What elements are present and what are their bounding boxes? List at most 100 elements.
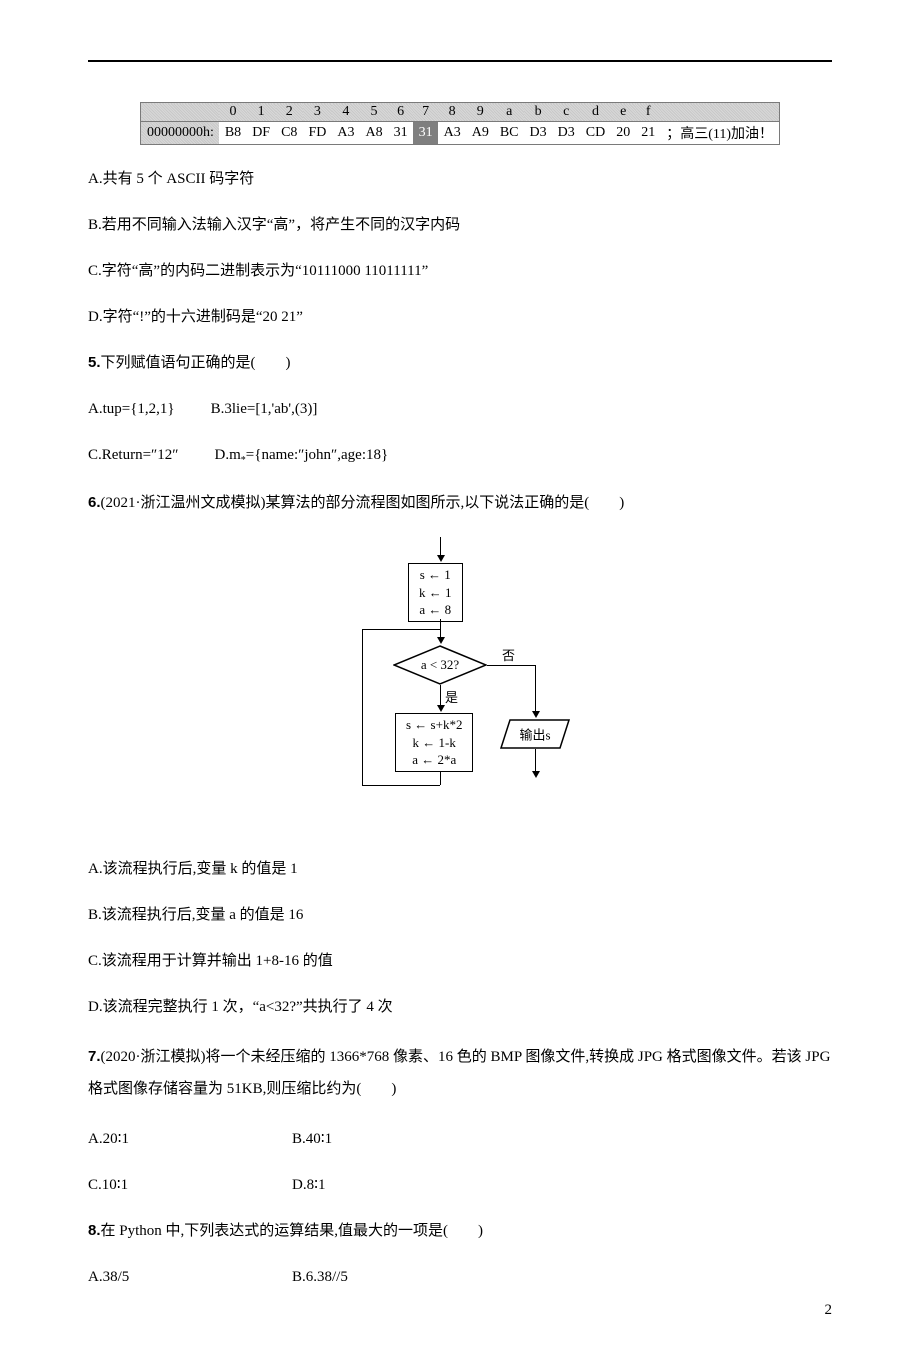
hex-header-cell: d — [580, 103, 610, 122]
q6-option-d: D.该流程完整执行 1 次，“a<32?”共执行了 4 次 — [88, 995, 832, 1019]
hex-byte: B8 — [219, 122, 246, 145]
hex-header-cell: 5 — [360, 103, 388, 122]
hex-header-cell: 6 — [388, 103, 413, 122]
q7-option-b: B.40∶1 — [292, 1127, 332, 1151]
hex-dump-table: 0 1 2 3 4 5 6 7 8 9 a b c d e f 00000000… — [140, 102, 779, 145]
hex-header-row: 0 1 2 3 4 5 6 7 8 9 a b c d e f — [141, 103, 779, 122]
q7-row1: A.20∶1 B.40∶1 — [88, 1127, 832, 1151]
flow-body-box: s ← s+k*2 k ← 1-k a ← 2*a — [395, 713, 473, 772]
flow-arrowhead-icon — [532, 711, 540, 718]
hex-header-cell: 7 — [413, 103, 438, 122]
flow-init-line: s ← 1 — [419, 566, 452, 584]
q7-row2: C.10∶1 D.8∶1 — [88, 1173, 832, 1197]
q4-option-d: D.字符“!”的十六进制码是“20 21” — [88, 305, 832, 329]
hex-byte: D3 — [552, 122, 580, 145]
q5-number: 5. — [88, 354, 101, 371]
hex-byte: A9 — [466, 122, 494, 145]
q5-option-a: A.tup={1,2,1} — [88, 397, 175, 421]
q5-option-b: B.3lie=[1,'ab',(3)] — [211, 397, 318, 421]
flow-body-line: s ← s+k*2 — [406, 716, 462, 734]
flow-line — [362, 785, 440, 786]
q6-option-a: A.该流程执行后,变量 k 的值是 1 — [88, 857, 832, 881]
q5-stem: 5.下列赋值语句正确的是( ) — [88, 351, 832, 375]
hex-header-cell: f — [636, 103, 661, 122]
hex-byte: D3 — [524, 122, 552, 145]
hex-header-cell: c — [552, 103, 580, 122]
page: 0 1 2 3 4 5 6 7 8 9 a b c d e f 00000000… — [0, 0, 920, 1351]
q6-option-b: B.该流程执行后,变量 a 的值是 16 — [88, 903, 832, 927]
flow-body-line: k ← 1-k — [406, 734, 462, 752]
flow-body-line: a ← 2*a — [406, 751, 462, 769]
hex-byte: A3 — [438, 122, 466, 145]
hex-header-cell — [141, 103, 219, 122]
hex-header-cell: b — [524, 103, 552, 122]
q5-option-d: D.m*={name:″john″,age:18} — [215, 443, 389, 469]
hex-addr: 00000000h: — [141, 122, 219, 145]
q6-number: 6. — [88, 494, 101, 511]
q4-option-b: B.若用不同输入法输入汉字“高”，将产生不同的汉字内码 — [88, 213, 832, 237]
flow-init-line: a ← 8 — [419, 601, 452, 619]
flow-line — [440, 771, 441, 785]
flow-output-text: 输出s — [500, 725, 570, 744]
q5-row1: A.tup={1,2,1} B.3lie=[1,'ab',(3)] — [88, 397, 832, 421]
flow-arrowhead-icon — [437, 637, 445, 644]
hex-byte: 20 — [611, 122, 636, 145]
flow-line — [440, 619, 441, 639]
hex-byte: DF — [247, 122, 276, 145]
flow-line-entry — [440, 537, 441, 557]
q7-text: (2020·浙江模拟)将一个未经压缩的 1366*768 像素、16 色的 BM… — [88, 1049, 830, 1097]
q5-option-c: C.Return=″12″ — [88, 443, 179, 469]
q8-stem: 8.在 Python 中,下列表达式的运算结果,值最大的一项是( ) — [88, 1219, 832, 1243]
flow-arrowhead-icon — [437, 705, 445, 712]
q8-option-b: B.6.38//5 — [292, 1265, 348, 1289]
flow-line — [362, 629, 440, 630]
q4-option-a: A.共有 5 个 ASCII 码字符 — [88, 167, 832, 191]
q7-option-a: A.20∶1 — [88, 1127, 238, 1151]
q6-text: (2021·浙江温州文成模拟)某算法的部分流程图如图所示,以下说法正确的是( ) — [101, 495, 625, 511]
flow-init-box: s ← 1 k ← 1 a ← 8 — [408, 563, 463, 622]
hex-header-cell: 8 — [438, 103, 466, 122]
flowchart: s ← 1 k ← 1 a ← 8 a < 32? 是 s ← s+k*2 k … — [330, 537, 590, 827]
q5-row2: C.Return=″12″ D.m*={name:″john″,age:18} — [88, 443, 832, 469]
flow-arrowhead-icon — [532, 771, 540, 778]
hex-byte: FD — [303, 122, 332, 145]
hex-byte: BC — [494, 122, 524, 145]
hex-header-cell — [661, 103, 779, 122]
hex-byte: CD — [580, 122, 610, 145]
hex-data-row: 00000000h: B8 DF C8 FD A3 A8 31 31 A3 A9… — [141, 122, 779, 145]
hex-header-cell: 9 — [466, 103, 494, 122]
hex-header-cell: 3 — [303, 103, 332, 122]
hex-header-cell: 2 — [276, 103, 303, 122]
page-number: 2 — [825, 1302, 833, 1319]
flow-arrowhead-icon — [437, 555, 445, 562]
flow-line — [535, 749, 536, 773]
q7-stem: 7.(2020·浙江模拟)将一个未经压缩的 1366*768 像素、16 色的 … — [88, 1041, 832, 1105]
q5-d-suffix: ={name:″john″,age:18} — [246, 447, 388, 463]
hex-ascii: ；高三(11)加油！ — [661, 122, 779, 145]
flow-line — [487, 665, 535, 666]
hex-byte: 21 — [636, 122, 661, 145]
hex-byte: C8 — [276, 122, 303, 145]
q4-option-c: C.字符“高”的内码二进制表示为“10111000 11011111” — [88, 259, 832, 283]
q5-d-prefix: D.m — [215, 447, 241, 463]
flow-cond-text: a < 32? — [393, 657, 487, 673]
top-rule — [88, 60, 832, 62]
flow-line — [535, 665, 536, 713]
hex-byte: A3 — [332, 122, 360, 145]
q5-text: 下列赋值语句正确的是( ) — [101, 355, 291, 371]
q8-number: 8. — [88, 1222, 101, 1239]
flow-output: 输出s — [500, 719, 570, 749]
hex-byte: 31 — [388, 122, 413, 145]
hex-byte: A8 — [360, 122, 388, 145]
flow-no-label: 否 — [502, 645, 515, 664]
flow-init-line: k ← 1 — [419, 584, 452, 602]
hex-header-cell: 0 — [219, 103, 246, 122]
hex-header-cell: a — [494, 103, 524, 122]
q7-option-c: C.10∶1 — [88, 1173, 238, 1197]
q8-text: 在 Python 中,下列表达式的运算结果,值最大的一项是( ) — [101, 1223, 484, 1239]
q8-row1: A.38/5 B.6.38//5 — [88, 1265, 832, 1289]
hex-header-cell: e — [611, 103, 636, 122]
flow-decision: a < 32? — [393, 645, 487, 685]
q7-number: 7. — [88, 1048, 101, 1065]
q6-option-c: C.该流程用于计算并输出 1+8-16 的值 — [88, 949, 832, 973]
